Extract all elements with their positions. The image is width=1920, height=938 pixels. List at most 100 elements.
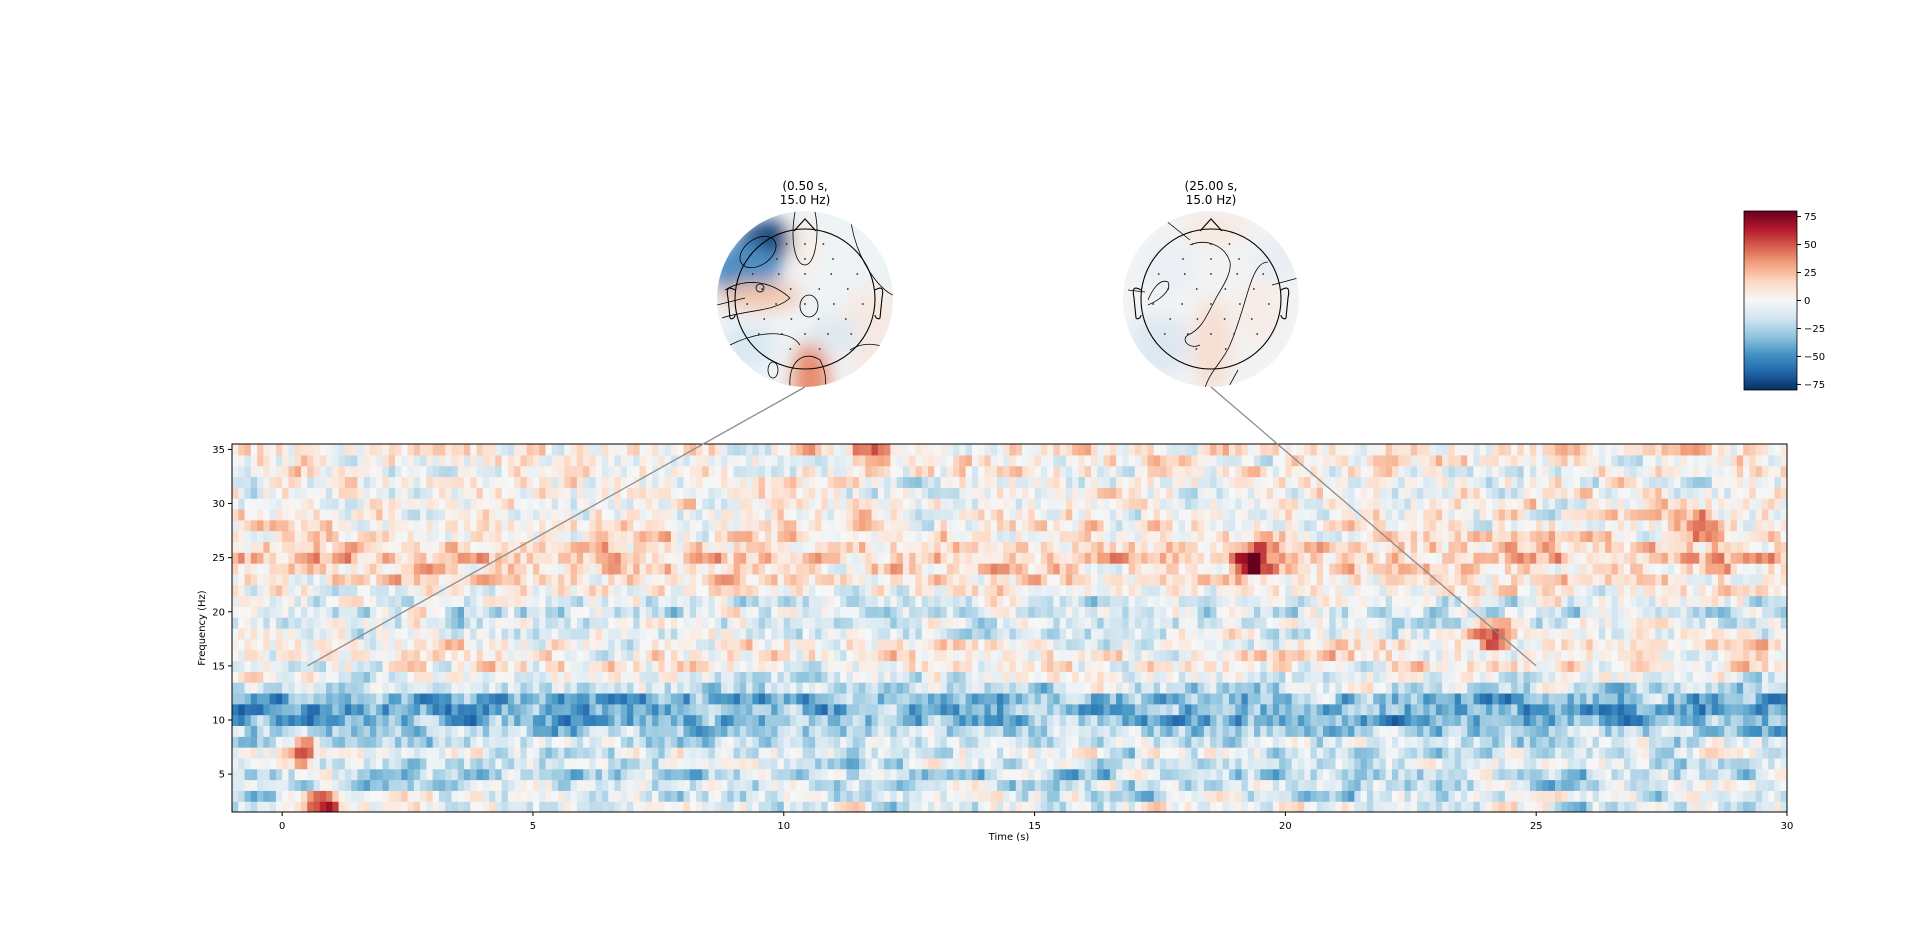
heatmap-cell	[1642, 736, 1650, 748]
heatmap-cell	[395, 660, 402, 672]
heatmap-cell	[1718, 628, 1725, 640]
heatmap-cell	[877, 660, 885, 672]
heatmap-cell	[1511, 757, 1518, 770]
heatmap-cell	[1417, 617, 1424, 629]
heatmap-cell	[1511, 617, 1518, 629]
heatmap-cell	[526, 649, 534, 662]
heatmap-cell	[896, 595, 904, 607]
heatmap-cell	[564, 649, 572, 662]
heatmap-cell	[1197, 714, 1205, 727]
heatmap-cell	[263, 747, 271, 759]
heatmap-cell	[1417, 682, 1424, 694]
heatmap-cell	[739, 801, 747, 812]
heatmap-cell	[489, 617, 496, 629]
heatmap-cell	[413, 682, 421, 694]
heatmap-cell	[470, 757, 478, 770]
heatmap-cell	[1210, 703, 1218, 716]
heatmap-cell	[300, 801, 308, 812]
heatmap-cell	[840, 747, 848, 759]
heatmap-cell	[871, 628, 879, 640]
heatmap-cell	[539, 628, 547, 640]
heatmap-cell	[595, 725, 603, 737]
heatmap-cell	[1667, 671, 1675, 683]
heatmap-cell	[244, 779, 252, 791]
heatmap-cell	[1391, 779, 1399, 791]
heatmap-cell	[790, 757, 797, 770]
heatmap-cell	[1743, 790, 1750, 802]
heatmap-cell	[1015, 649, 1023, 662]
heatmap-cell	[846, 790, 854, 802]
heatmap-cell	[1743, 595, 1750, 607]
heatmap-cell	[507, 768, 515, 781]
heatmap-cell	[971, 682, 979, 694]
heatmap-cell	[608, 660, 616, 672]
heatmap-cell	[902, 768, 910, 781]
heatmap-cell	[689, 725, 697, 737]
heatmap-cell	[896, 649, 904, 662]
heatmap-cell	[1699, 671, 1707, 683]
heatmap-cell	[1473, 779, 1481, 791]
heatmap-cell	[382, 584, 390, 597]
heatmap-cell	[1147, 671, 1155, 683]
heatmap-cell	[344, 671, 352, 683]
heatmap-cell	[401, 725, 409, 737]
heatmap-cell	[382, 714, 390, 727]
heatmap-cell	[1385, 725, 1393, 737]
heatmap-cell	[645, 725, 653, 737]
heatmap-cell	[413, 725, 421, 737]
heatmap-cell	[764, 714, 772, 727]
heatmap-cell	[708, 768, 716, 781]
heatmap-cell	[545, 768, 553, 781]
heatmap-cell	[1373, 703, 1381, 716]
heatmap-cell	[896, 628, 904, 640]
heatmap-cell	[426, 747, 434, 759]
heatmap-cell	[1034, 801, 1042, 812]
heatmap-cell	[1718, 671, 1725, 683]
heatmap-cell	[927, 660, 935, 672]
heatmap-cell	[1780, 649, 1787, 662]
heatmap-cell	[526, 595, 534, 607]
heatmap-cell	[1661, 692, 1669, 705]
heatmap-cell	[1523, 649, 1531, 662]
heatmap-cell	[1730, 595, 1738, 607]
heatmap-cell	[1623, 801, 1631, 812]
heatmap-cell	[489, 606, 496, 618]
heatmap-cell	[695, 595, 703, 607]
heatmap-cell	[1674, 757, 1682, 770]
heatmap-cell	[1391, 692, 1399, 705]
heatmap-cell	[1730, 790, 1738, 802]
heatmap-cell	[1586, 638, 1594, 651]
heatmap-cell	[1768, 768, 1776, 781]
heatmap-cell	[1630, 736, 1638, 748]
heatmap-cell	[1379, 682, 1387, 694]
heatmap-cell	[1410, 714, 1418, 727]
heatmap-cell	[714, 768, 722, 781]
heatmap-cell	[865, 617, 873, 629]
heatmap-cell	[1699, 801, 1707, 812]
heatmap-cell	[771, 606, 779, 618]
heatmap-cell	[1611, 606, 1619, 618]
heatmap-cell	[808, 779, 816, 791]
heatmap-cell	[376, 617, 384, 629]
heatmap-cell	[1097, 703, 1105, 716]
heatmap-cell	[608, 638, 616, 651]
heatmap-cell	[1592, 736, 1600, 748]
heatmap-cell	[840, 660, 848, 672]
heatmap-cell	[639, 606, 647, 618]
heatmap-cell	[1630, 595, 1638, 607]
heatmap-cell	[476, 779, 484, 791]
heatmap-cell	[1235, 736, 1243, 748]
heatmap-cell	[1354, 660, 1362, 672]
heatmap-cell	[583, 628, 590, 640]
heatmap-cell	[1617, 801, 1625, 812]
heatmap-cell	[996, 801, 1004, 812]
heatmap-cell	[909, 736, 917, 748]
heatmap-cell	[1153, 671, 1161, 683]
heatmap-cell	[1128, 660, 1136, 672]
heatmap-cell	[1122, 747, 1130, 759]
heatmap-cell	[927, 801, 935, 812]
heatmap-cell	[658, 757, 666, 770]
heatmap-cell	[1228, 638, 1236, 651]
heatmap-cell	[576, 638, 584, 651]
heatmap-cell	[539, 638, 547, 651]
